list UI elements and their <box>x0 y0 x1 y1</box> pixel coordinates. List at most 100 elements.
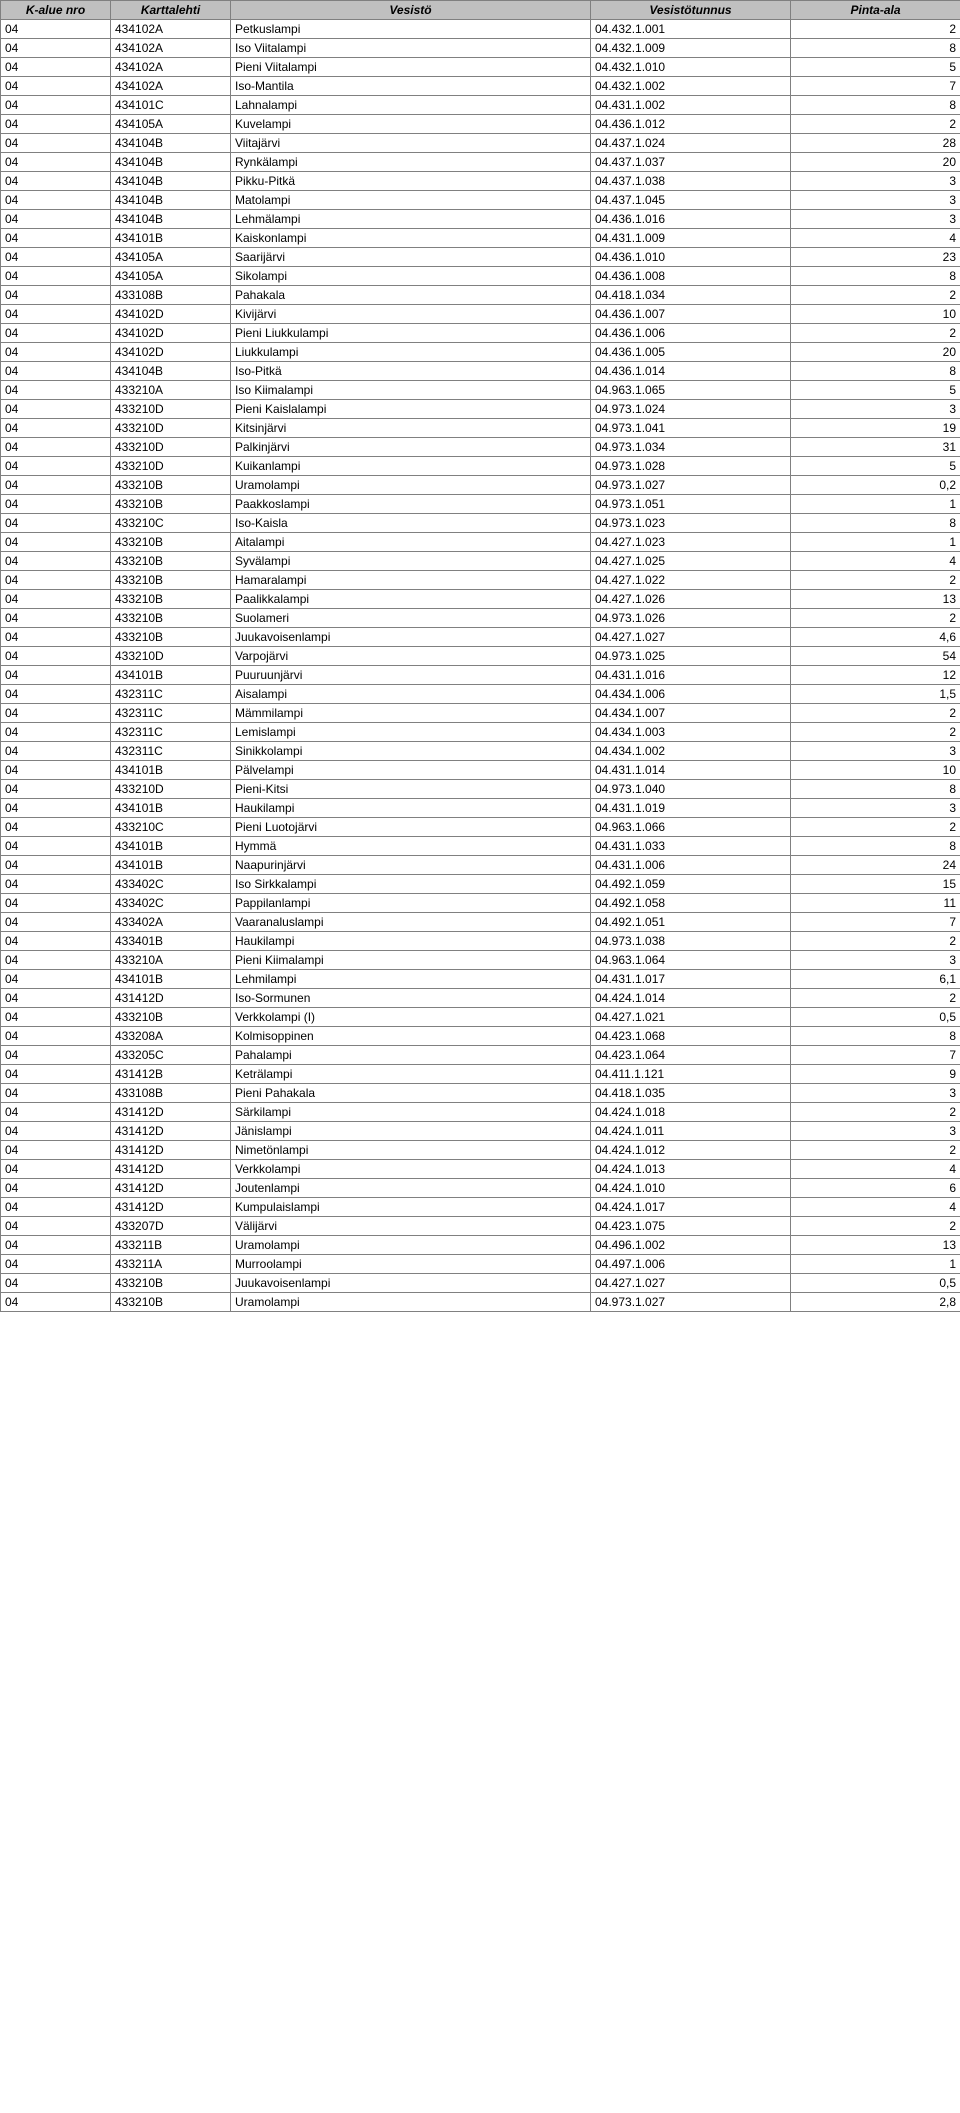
cell: 04 <box>1 96 111 115</box>
cell: 12 <box>791 666 960 685</box>
cell: Naapurinjärvi <box>231 856 591 875</box>
cell: 04.434.1.007 <box>591 704 791 723</box>
cell: 04 <box>1 1084 111 1103</box>
cell: Verkkolampi <box>231 1160 591 1179</box>
cell: 1,5 <box>791 685 960 704</box>
cell: 04.973.1.041 <box>591 419 791 438</box>
cell: Iso Sirkkalampi <box>231 875 591 894</box>
table-row: 04434105ASikolampi04.436.1.0088 <box>1 267 960 286</box>
cell: 04 <box>1 1027 111 1046</box>
cell: Paakkoslampi <box>231 495 591 514</box>
cell: Pieni-Kitsi <box>231 780 591 799</box>
cell: 04 <box>1 153 111 172</box>
cell: 04.963.1.064 <box>591 951 791 970</box>
cell: Särkilampi <box>231 1103 591 1122</box>
table-row: 04431412DSärkilampi04.424.1.0182 <box>1 1103 960 1122</box>
cell: 04.492.1.058 <box>591 894 791 913</box>
cell: Varpojärvi <box>231 647 591 666</box>
cell: 3 <box>791 799 960 818</box>
cell: 04.973.1.024 <box>591 400 791 419</box>
table-row: 04434104BIso-Pitkä04.436.1.0148 <box>1 362 960 381</box>
cell: Pieni Kaislalampi <box>231 400 591 419</box>
cell: Vaaranaluslampi <box>231 913 591 932</box>
cell: 434104B <box>111 362 231 381</box>
table-row: 04431412DJänislampi04.424.1.0113 <box>1 1122 960 1141</box>
cell: 434101B <box>111 666 231 685</box>
cell: 15 <box>791 875 960 894</box>
cell: 04 <box>1 305 111 324</box>
cell: 433210C <box>111 818 231 837</box>
cell: 434104B <box>111 191 231 210</box>
cell: 20 <box>791 343 960 362</box>
table-row: 04433210BHamaralampi04.427.1.0222 <box>1 571 960 590</box>
cell: 2 <box>791 723 960 742</box>
cell: 04 <box>1 77 111 96</box>
cell: 433402C <box>111 875 231 894</box>
table-row: 04434101BPälvelampi04.431.1.01410 <box>1 761 960 780</box>
table-row: 04431412DKumpulaislampi04.424.1.0174 <box>1 1198 960 1217</box>
cell: 432311C <box>111 723 231 742</box>
cell: 04.427.1.026 <box>591 590 791 609</box>
cell: Palkinjärvi <box>231 438 591 457</box>
cell: 3 <box>791 951 960 970</box>
cell: 431412B <box>111 1065 231 1084</box>
cell: 8 <box>791 362 960 381</box>
cell: 434105A <box>111 267 231 286</box>
cell: 431412D <box>111 1141 231 1160</box>
cell: 04.427.1.022 <box>591 571 791 590</box>
table-row: 04433205CPahalampi04.423.1.0647 <box>1 1046 960 1065</box>
cell: Sinikkolampi <box>231 742 591 761</box>
cell: Kitsinjärvi <box>231 419 591 438</box>
cell: 04 <box>1 685 111 704</box>
table-row: 04434105ASaarijärvi04.436.1.01023 <box>1 248 960 267</box>
cell: 04 <box>1 1065 111 1084</box>
cell: 04 <box>1 970 111 989</box>
cell: Murroolampi <box>231 1255 591 1274</box>
cell: 2 <box>791 324 960 343</box>
cell: 31 <box>791 438 960 457</box>
table-row: 04433210BJuukavoisenlampi04.427.1.0274,6 <box>1 628 960 647</box>
cell: 04.424.1.012 <box>591 1141 791 1160</box>
cell: 433210B <box>111 609 231 628</box>
cell: 04.437.1.024 <box>591 134 791 153</box>
table-body: 04434102APetkuslampi04.432.1.00120443410… <box>1 20 960 1312</box>
cell: Liukkulampi <box>231 343 591 362</box>
cell: Lahnalampi <box>231 96 591 115</box>
table-row: 04433210DKuikanlampi04.973.1.0285 <box>1 457 960 476</box>
cell: 04 <box>1 913 111 932</box>
cell: 433210B <box>111 476 231 495</box>
cell: 04 <box>1 1255 111 1274</box>
cell: 04 <box>1 1217 111 1236</box>
cell: 04 <box>1 704 111 723</box>
cell: 04 <box>1 666 111 685</box>
table-row: 04433210BSuolameri04.973.1.0262 <box>1 609 960 628</box>
cell: 04.496.1.002 <box>591 1236 791 1255</box>
cell: 4 <box>791 1198 960 1217</box>
table-row: 04433210AIso Kiimalampi04.963.1.0655 <box>1 381 960 400</box>
cell: 2 <box>791 609 960 628</box>
table-row: 04433210BPaakkoslampi04.973.1.0511 <box>1 495 960 514</box>
cell: 04 <box>1 381 111 400</box>
table-row: 04434101BHaukilampi04.431.1.0193 <box>1 799 960 818</box>
cell: 434104B <box>111 172 231 191</box>
cell: 2 <box>791 20 960 39</box>
cell: 04 <box>1 856 111 875</box>
cell: 04 <box>1 115 111 134</box>
cell: Pahalampi <box>231 1046 591 1065</box>
cell: 433210B <box>111 628 231 647</box>
cell: 04 <box>1 818 111 837</box>
cell: 04.424.1.018 <box>591 1103 791 1122</box>
cell: 04 <box>1 932 111 951</box>
cell: 04.973.1.023 <box>591 514 791 533</box>
cell: 04 <box>1 457 111 476</box>
cell: Juukavoisenlampi <box>231 1274 591 1293</box>
cell: Puuruunjärvi <box>231 666 591 685</box>
table-row: 04433402CIso Sirkkalampi04.492.1.05915 <box>1 875 960 894</box>
table-row: 04431412DVerkkolampi04.424.1.0134 <box>1 1160 960 1179</box>
table-row: 04433211AMurroolampi04.497.1.0061 <box>1 1255 960 1274</box>
data-table: K-alue nro Karttalehti Vesistö Vesistötu… <box>0 0 960 1312</box>
cell: 2,8 <box>791 1293 960 1312</box>
table-row: 04431412BKeträlampi04.411.1.1219 <box>1 1065 960 1084</box>
cell: 2 <box>791 1217 960 1236</box>
cell: Petkuslampi <box>231 20 591 39</box>
